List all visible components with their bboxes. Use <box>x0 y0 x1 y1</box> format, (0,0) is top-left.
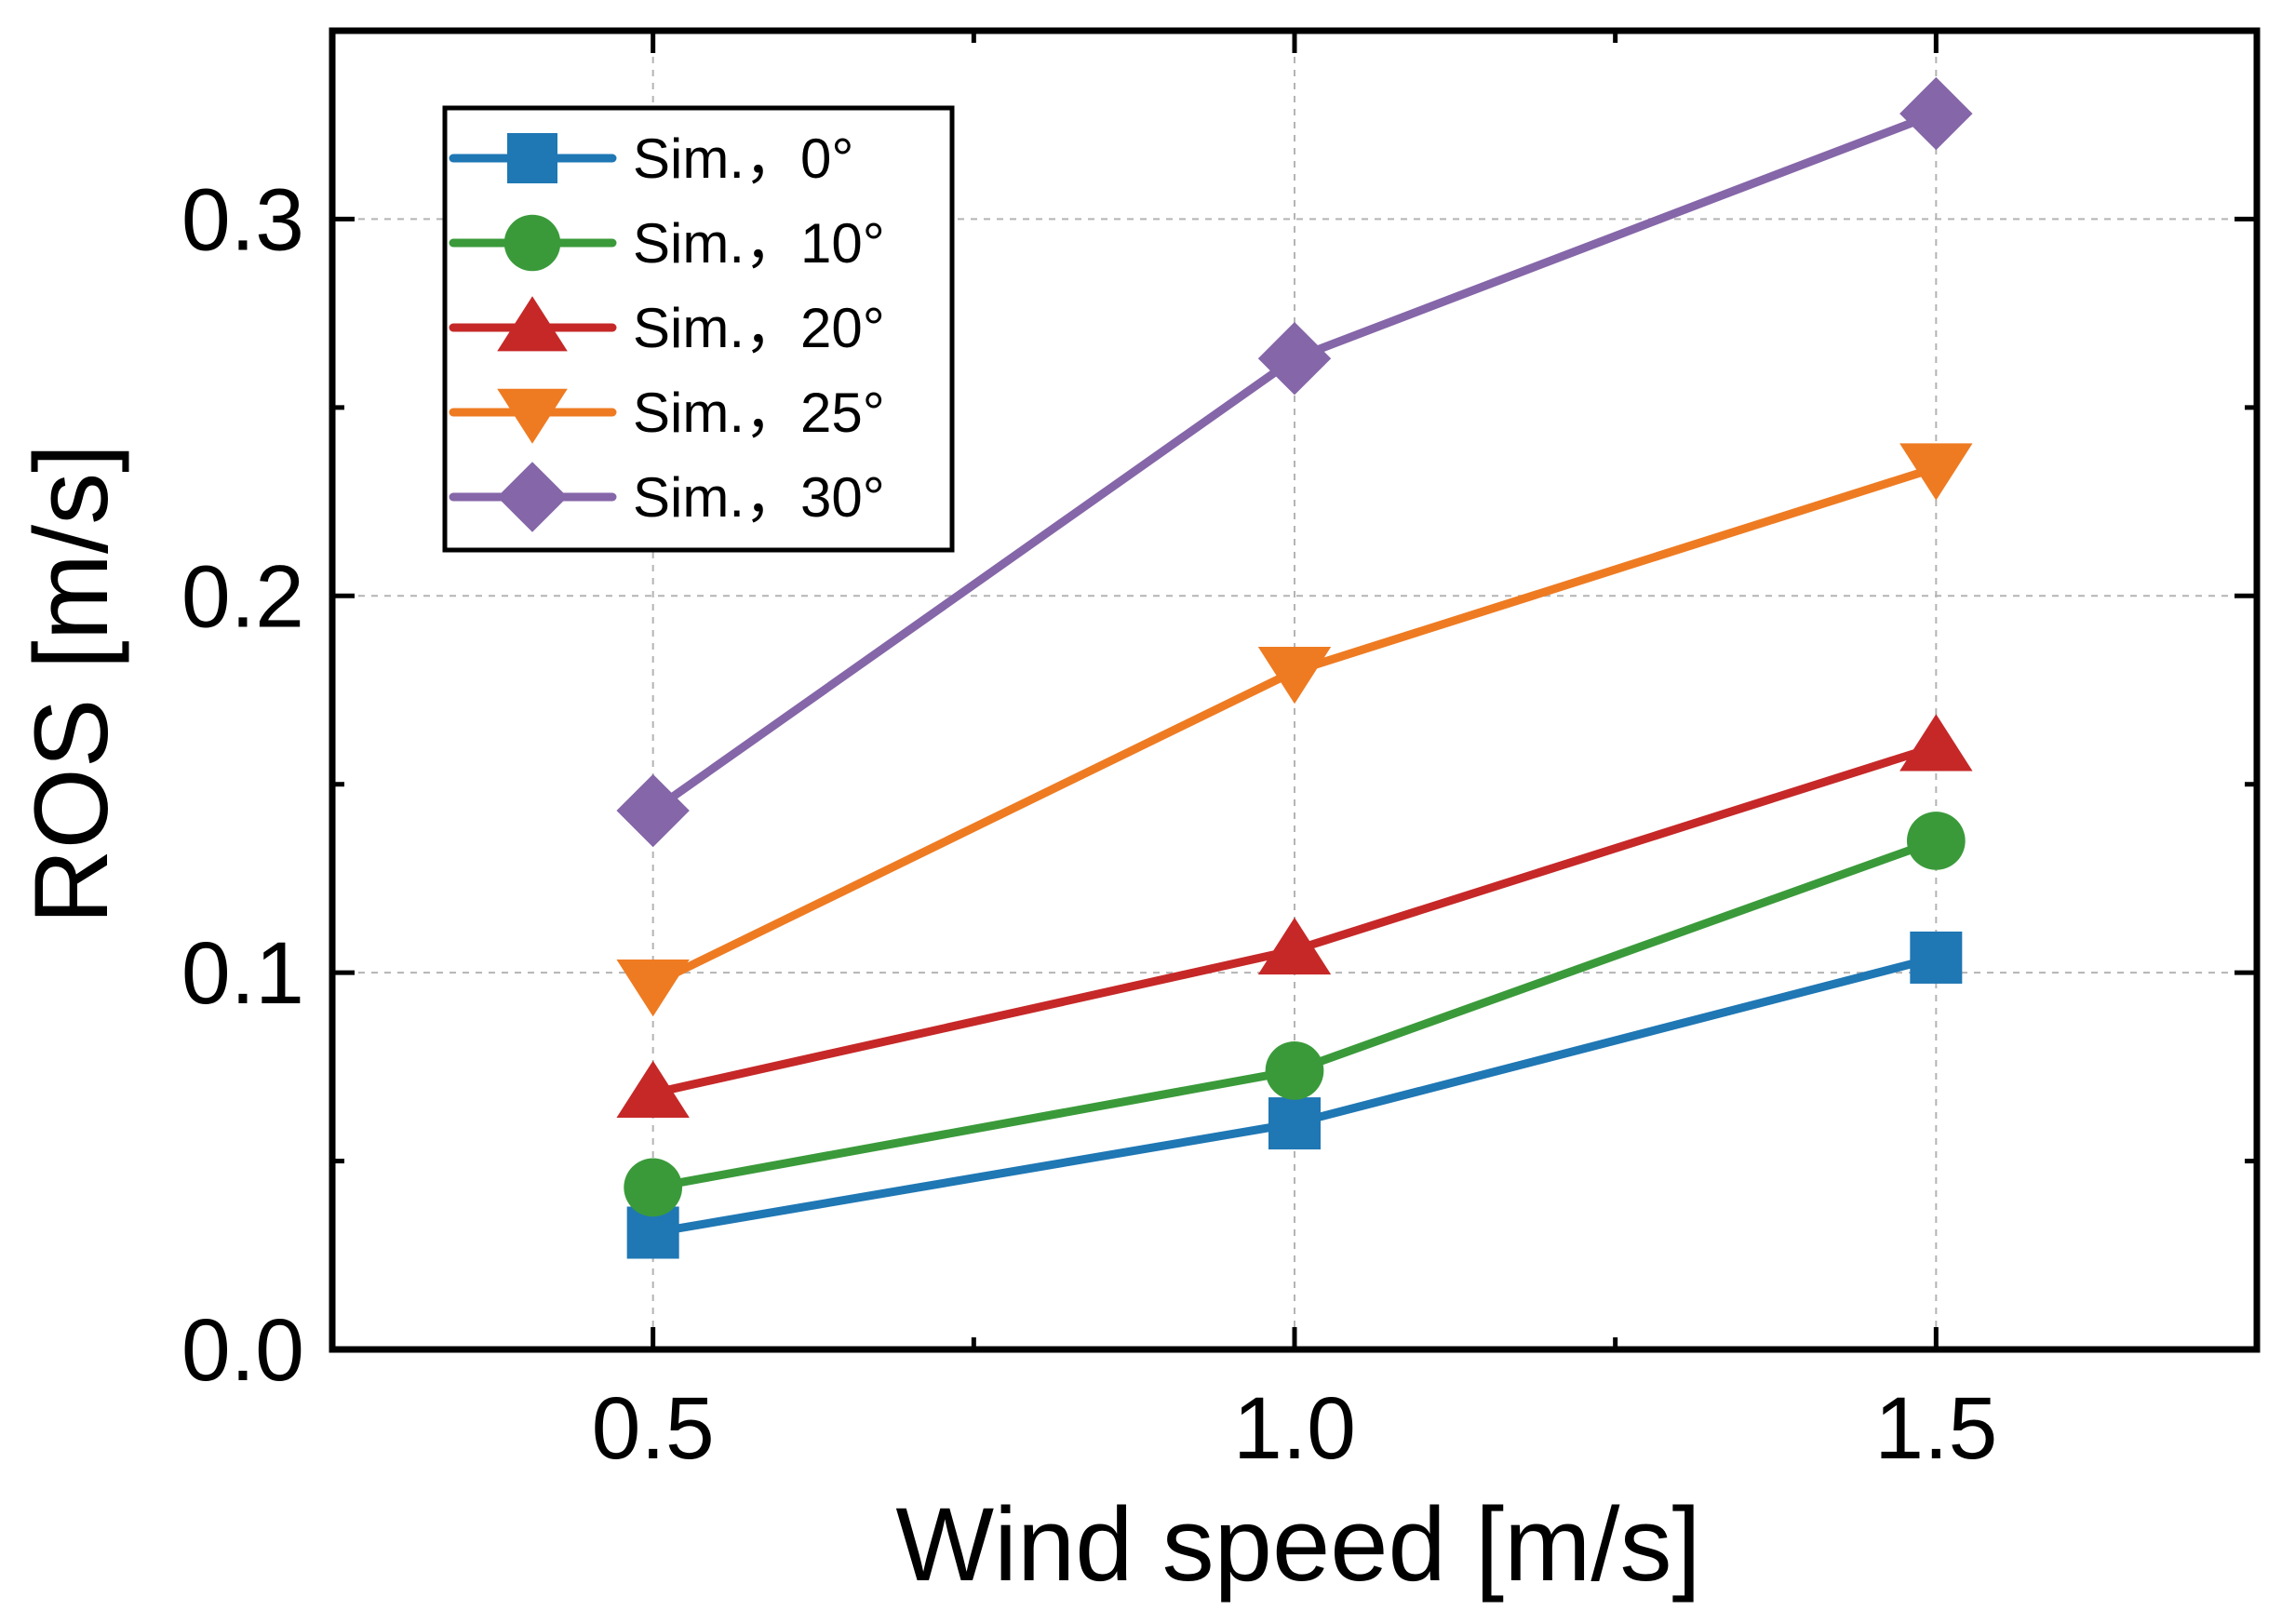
data-point-s0-2 <box>1910 932 1962 984</box>
y-tick-label: 0.2 <box>181 547 304 646</box>
data-point-s0-1 <box>1268 1097 1321 1149</box>
x-axis-title: Wind speed [m/s] <box>895 1486 1700 1603</box>
legend-label-1: Sim.，10° <box>633 212 885 275</box>
data-point-s1-1 <box>1266 1041 1324 1100</box>
data-point-s3-1 <box>1258 647 1331 704</box>
data-point-s4-0 <box>616 774 689 847</box>
legend-label-3: Sim.，25° <box>633 382 885 444</box>
x-tick-label: 1.0 <box>1233 1379 1356 1478</box>
data-point-s4-2 <box>1899 77 1972 150</box>
ros-vs-wind-speed-chart: 0.5 1.0 1.5 0.0 0.1 0.2 0.3 Wind speed [m/s] R… <box>0 0 2295 1624</box>
x-tick-label: 0.5 <box>592 1379 715 1478</box>
data-point-s3-0 <box>616 960 689 1016</box>
legend-marker-1 <box>504 215 560 271</box>
y-tick-label: 0.0 <box>181 1301 304 1400</box>
y-tick-label: 0.3 <box>181 170 304 269</box>
x-tick-label: 1.5 <box>1874 1379 1997 1478</box>
legend: Sim.，0° Sim.，10° Sim.，20° Sim.，25° Sim.，30° <box>445 108 952 550</box>
y-axis-title: ROS [m/s] <box>13 444 129 924</box>
legend-label-4: Sim.，30° <box>633 466 885 529</box>
legend-marker-0 <box>507 133 557 183</box>
data-point-s1-0 <box>624 1159 682 1217</box>
legend-item-0: Sim.，0° <box>453 128 853 190</box>
legend-label-0: Sim.，0° <box>633 128 853 190</box>
data-point-s1-2 <box>1907 812 1966 870</box>
data-point-s4-1 <box>1258 322 1331 395</box>
legend-item-1: Sim.，10° <box>453 212 885 275</box>
y-tick-label: 0.1 <box>181 924 304 1023</box>
legend-label-2: Sim.，20° <box>633 297 885 359</box>
data-point-s2-2 <box>1899 714 1972 771</box>
